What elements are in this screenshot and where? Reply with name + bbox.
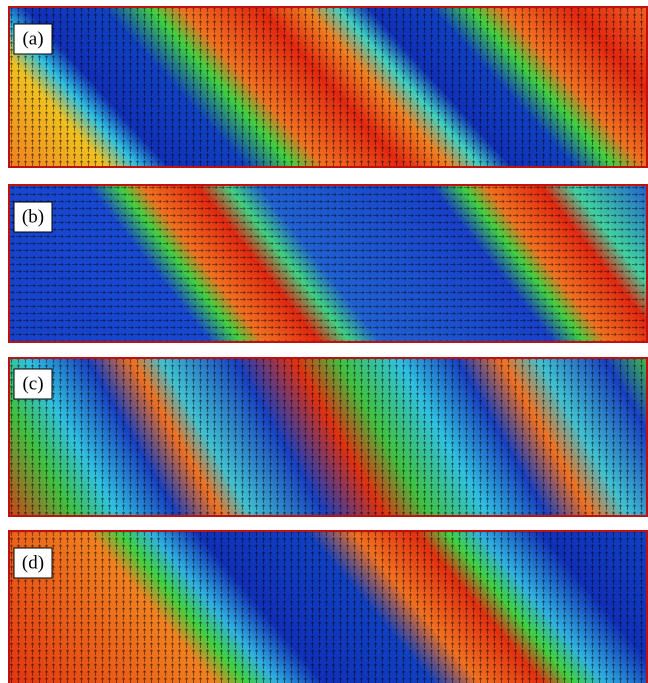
figure: (a) (b) (c) (d) (0, 0, 648, 683)
panel-label: (b) (22, 206, 44, 227)
panel-label: (d) (22, 552, 44, 573)
panel: (d) (8, 530, 648, 683)
panel: (c) (8, 357, 648, 517)
panel: (a) (8, 6, 648, 168)
panel-label: (c) (22, 373, 43, 394)
panel: (b) (8, 184, 648, 343)
panel-label: (a) (22, 28, 43, 49)
page: {"panels": [{"label": "(a)"}, {"label": … (0, 0, 648, 683)
